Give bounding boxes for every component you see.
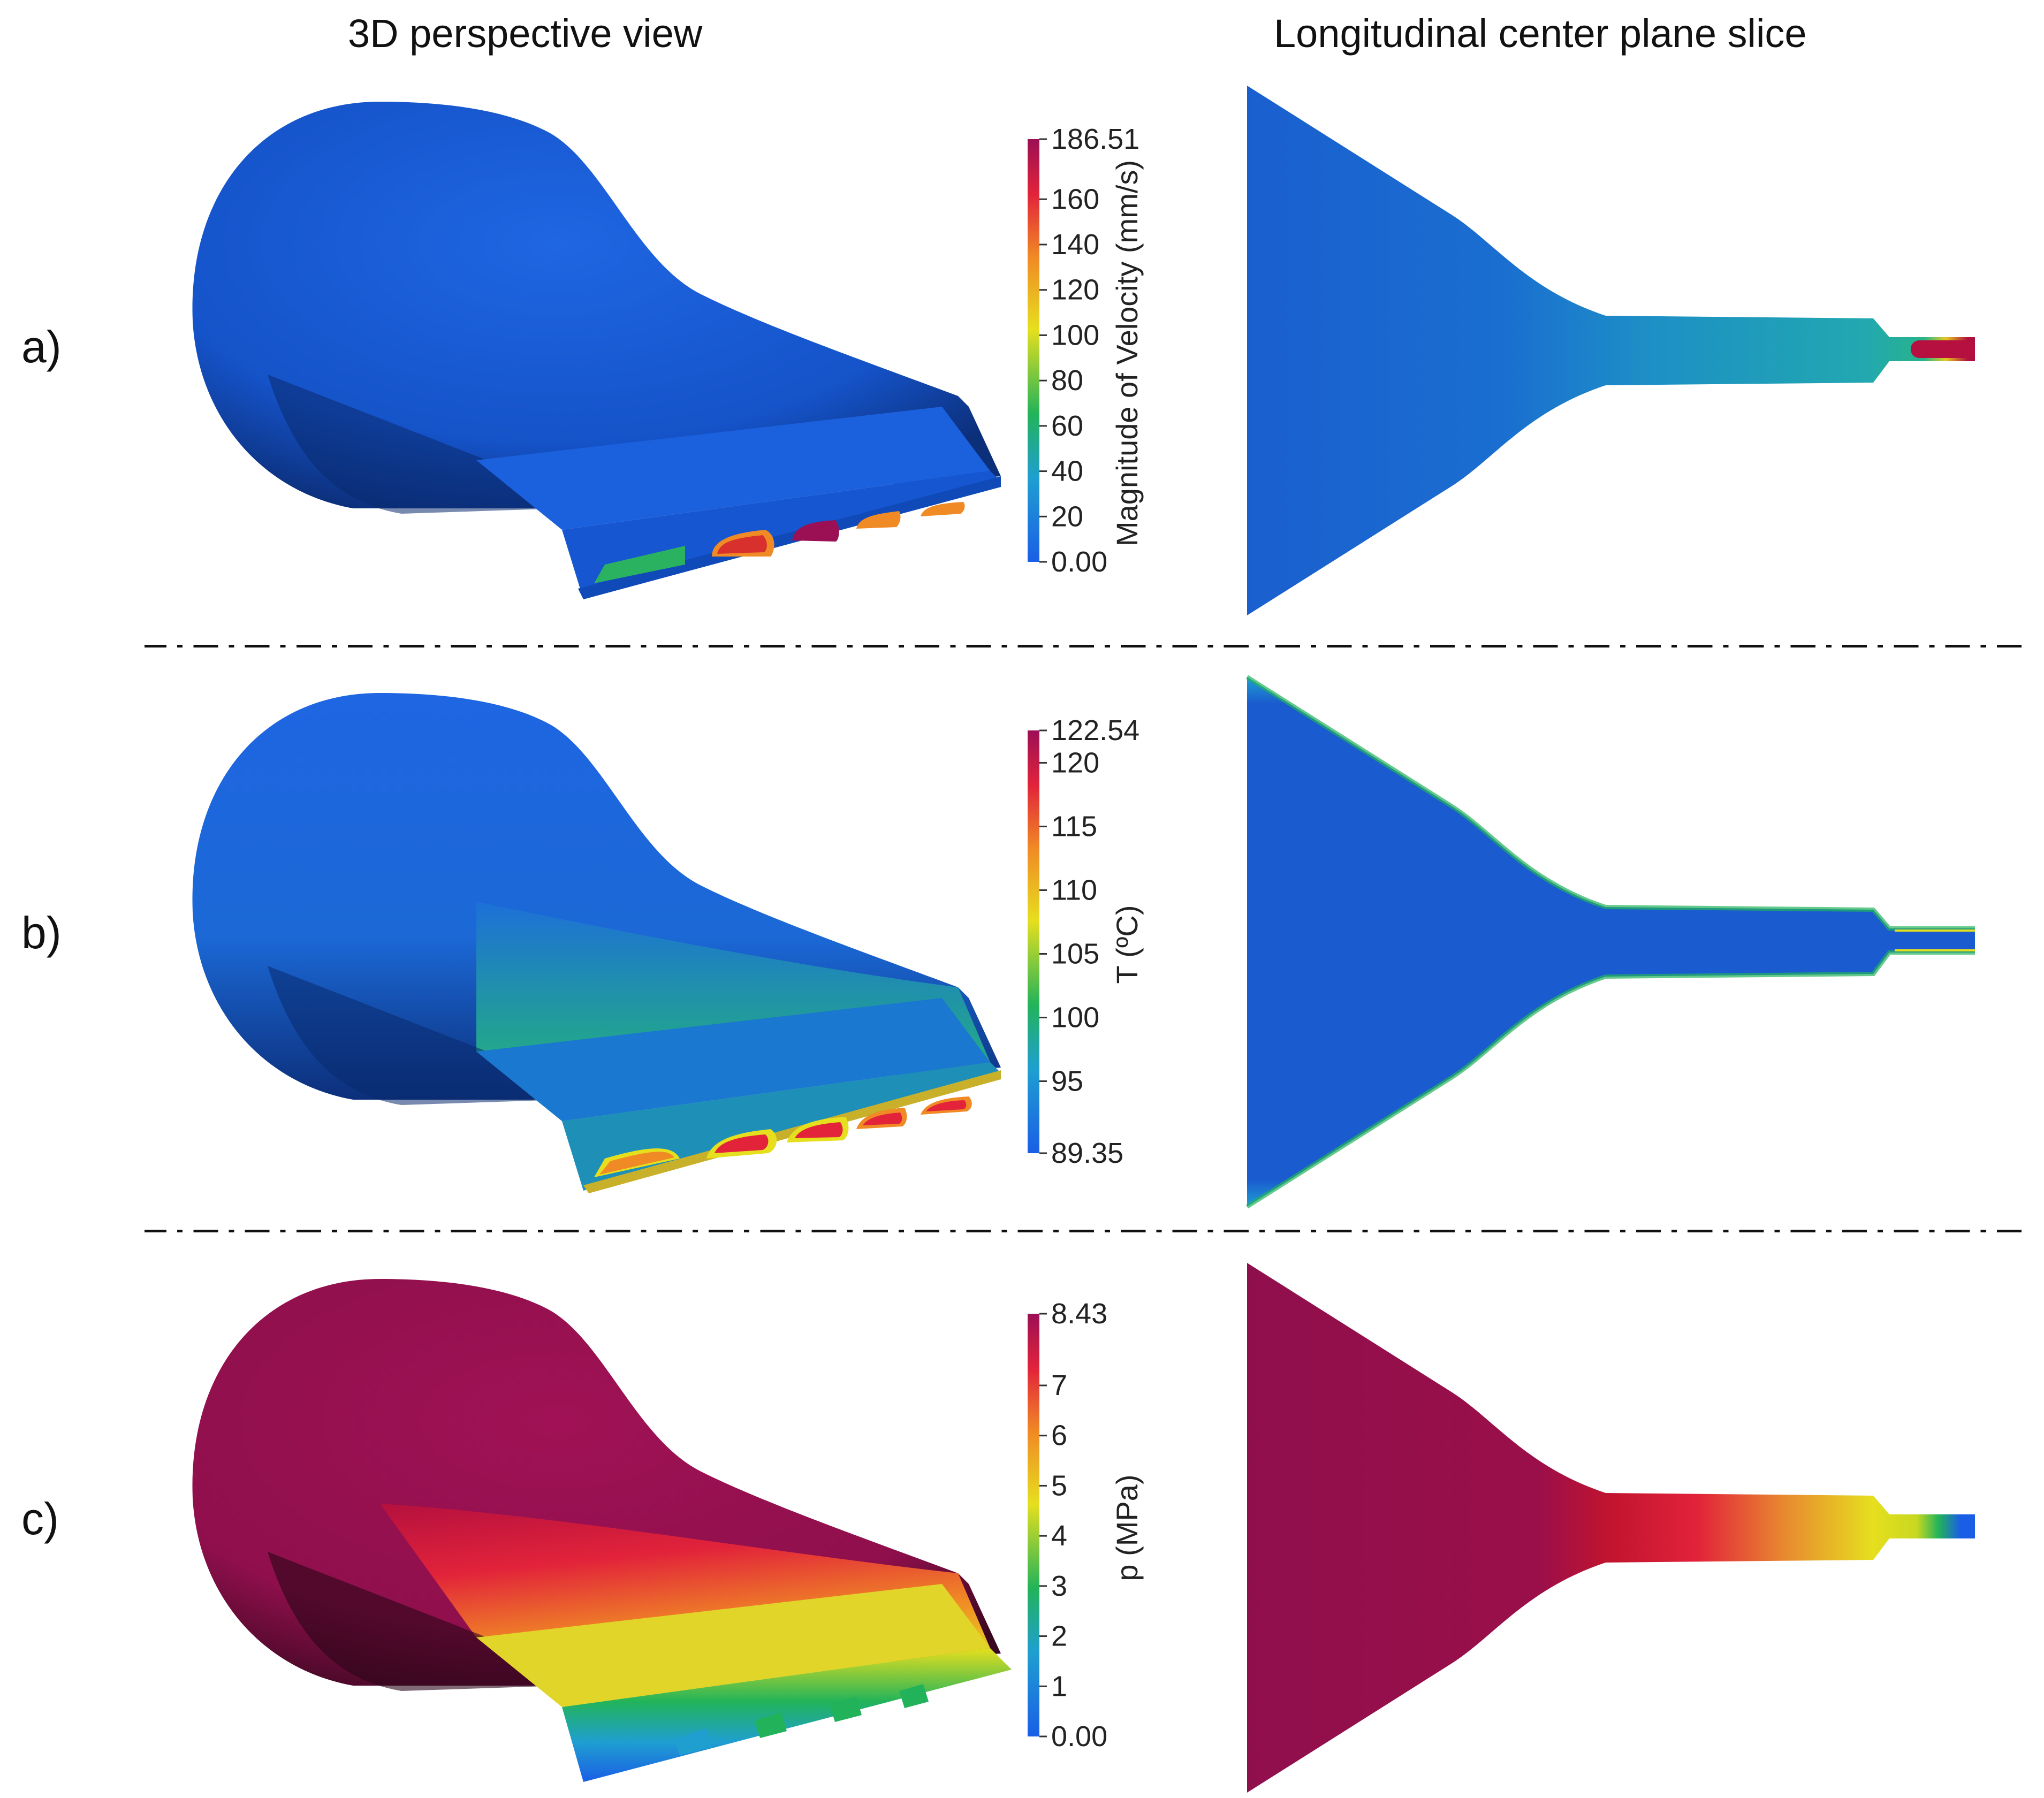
colorbar-ticks: 8.43 7 6 5 4 3 2 1 0.00 — [1039, 1298, 1107, 1753]
colorbar-tick-label: 115 — [1051, 810, 1097, 842]
colorbar-tick-label: 120 — [1051, 746, 1099, 779]
temperature-center-slice — [1245, 675, 1975, 1209]
colorbar-tick-label: 5 — [1051, 1469, 1067, 1502]
colorbar-tick-label: 140 — [1051, 228, 1099, 261]
colorbar-ticks: 186.51 160 140 120 100 80 60 40 20 0.00 — [1039, 123, 1139, 578]
velocity-colorbar: 186.51 160 140 120 100 80 60 40 20 0.00 Magnitude… — [1028, 123, 1144, 578]
colorbar-tick-label: 60 — [1051, 410, 1083, 442]
colorbar-tick-label: 2 — [1051, 1620, 1067, 1652]
velocity-3d-view — [192, 102, 1001, 599]
row-label-c: c) — [21, 1494, 59, 1544]
velocity-center-slice — [1247, 86, 1975, 615]
colorbar-tick-label: 7 — [1051, 1369, 1067, 1401]
colorbar-gradient — [1028, 1314, 1039, 1736]
colorbar-title: Magnitude of Velocity (mm/s) — [1110, 160, 1144, 546]
colorbar-tick-label: 186.51 — [1051, 123, 1139, 155]
pressure-colorbar: 8.43 7 6 5 4 3 2 1 0.00 p (MPa) — [1028, 1298, 1144, 1753]
colorbar-tick-label: 6 — [1051, 1420, 1067, 1452]
colorbar-tick-label: 120 — [1051, 274, 1099, 306]
row-label-a: a) — [21, 322, 62, 372]
right-column-title: Longitudinal center plane slice — [1274, 11, 1807, 56]
colorbar-tick-label: 40 — [1051, 455, 1083, 487]
colorbar-tick-label: 0.00 — [1051, 1720, 1107, 1753]
colorbar-tick-label: 100 — [1051, 319, 1099, 351]
row-divider-1 — [145, 645, 2028, 647]
temperature-3d-view — [192, 693, 1001, 1193]
row-label-b: b) — [21, 908, 62, 958]
colorbar-tick-label: 20 — [1051, 500, 1083, 532]
pressure-3d-view — [192, 1279, 1012, 1782]
colorbar-tick-label: 100 — [1051, 1002, 1099, 1034]
left-column-title: 3D perspective view — [348, 11, 703, 56]
colorbar-tick-label: 89.35 — [1051, 1137, 1123, 1169]
colorbar-tick-label: 8.43 — [1051, 1298, 1107, 1330]
colorbar-tick-label: 3 — [1051, 1570, 1067, 1602]
colorbar-title: p (MPa) — [1110, 1474, 1144, 1581]
colorbar-gradient — [1028, 730, 1039, 1153]
colorbar-tick-label: 110 — [1051, 874, 1097, 906]
colorbar-tick-label: 0.00 — [1051, 546, 1107, 578]
row-divider-2 — [145, 1230, 2028, 1232]
colorbar-tick-label: 4 — [1051, 1520, 1067, 1552]
pressure-center-slice — [1247, 1263, 1975, 1793]
colorbar-tick-label: 80 — [1051, 364, 1083, 397]
colorbar-tick-label: 105 — [1051, 938, 1099, 970]
colorbar-tick-label: 122.54 — [1051, 714, 1139, 746]
colorbar-title: T (ºC) — [1110, 905, 1144, 984]
colorbar-tick-label: 160 — [1051, 183, 1099, 215]
colorbar-gradient — [1028, 139, 1039, 562]
colorbar-tick-label: 1 — [1051, 1670, 1067, 1702]
colorbar-tick-label: 95 — [1051, 1065, 1083, 1098]
